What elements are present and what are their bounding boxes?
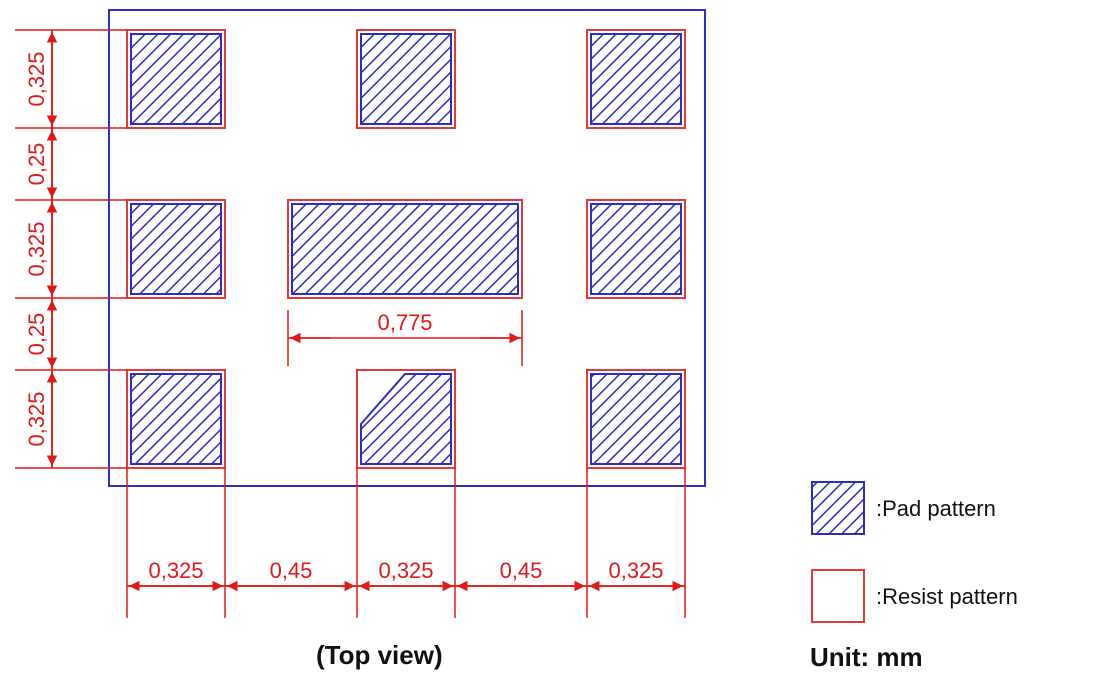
dim-center-width: 0,775 xyxy=(377,310,432,335)
center-pad-dimension xyxy=(287,310,523,366)
dim-v-3: 0,325 xyxy=(24,221,49,276)
pad-r2-c1 xyxy=(126,199,226,299)
dim-h-1: 0,325 xyxy=(148,558,203,583)
dim-v-5: 0,325 xyxy=(24,391,49,446)
pad-r3-c2-chamfered xyxy=(356,369,456,469)
dim-h-3: 0,325 xyxy=(378,558,433,583)
pad-r1-c2 xyxy=(356,29,456,129)
pad-r2-center xyxy=(287,199,523,299)
vertical-dimensions xyxy=(15,29,127,469)
pad-r2-c3 xyxy=(586,199,686,299)
pad-r1-c3 xyxy=(586,29,686,129)
dim-v-2: 0,25 xyxy=(24,143,49,186)
board-outline xyxy=(108,9,706,487)
unit-label: Unit: mm xyxy=(810,642,923,672)
pad-r1-c1 xyxy=(126,29,226,129)
pad-r3-c3 xyxy=(586,369,686,469)
legend-pad-swatch xyxy=(811,481,865,535)
dim-v-4: 0,25 xyxy=(24,313,49,356)
horizontal-dimensions xyxy=(126,468,686,618)
top-view-caption: (Top view) xyxy=(316,640,443,670)
dim-h-4: 0,45 xyxy=(500,558,543,583)
dim-h-2: 0,45 xyxy=(270,558,313,583)
legend-resist-label: :Resist pattern xyxy=(876,584,1018,609)
legend-pad-label: :Pad pattern xyxy=(876,496,996,521)
legend-resist-swatch xyxy=(811,569,865,623)
dim-v-1: 0,325 xyxy=(24,51,49,106)
dim-h-5: 0,325 xyxy=(608,558,663,583)
pad-r3-c1 xyxy=(126,369,226,469)
